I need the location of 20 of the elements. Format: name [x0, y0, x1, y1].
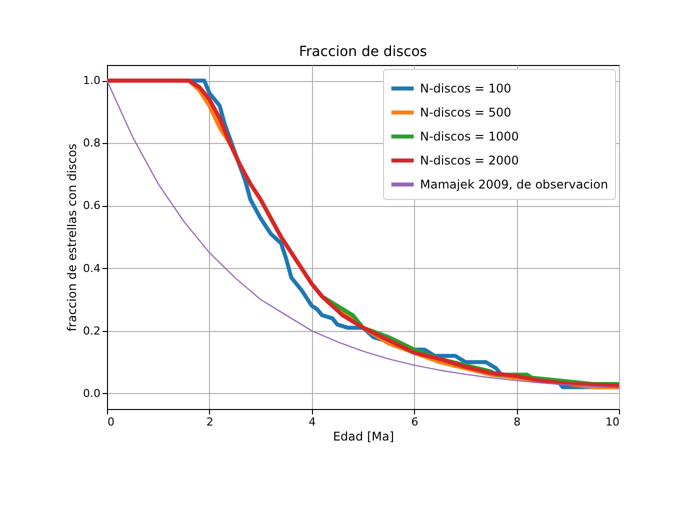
x-tick-label: 6	[411, 416, 418, 428]
legend-label: N-discos = 100	[420, 82, 512, 96]
chart-title: Fraccion de discos	[298, 44, 428, 60]
legend-label: N-discos = 500	[420, 106, 512, 120]
y-tick-label: 0.4	[83, 262, 100, 275]
y-tick-label: 0.0	[83, 386, 100, 400]
x-tick-label: 0	[108, 416, 114, 428]
y-axis-title: fraccion de estrellas con discos	[65, 144, 80, 332]
y-tick-label: 0.8	[83, 136, 100, 150]
x-axis-title: Edad [Ma]	[332, 430, 394, 444]
x-tick-label: 10	[606, 416, 620, 428]
x-tick-label: 2	[206, 416, 214, 428]
legend-label: Mamajek 2009, de observacion	[420, 178, 608, 192]
y-tick-label: 1.0	[83, 74, 100, 88]
legend-label: N-discos = 1000	[420, 130, 519, 144]
x-tick-label: 4	[308, 416, 316, 428]
y-tick-label: 0.2	[83, 324, 100, 338]
y-tick-label: 0.6	[83, 199, 100, 212]
legend-label: N-discos = 2000	[420, 154, 519, 168]
x-tick-label: 8	[514, 416, 521, 428]
